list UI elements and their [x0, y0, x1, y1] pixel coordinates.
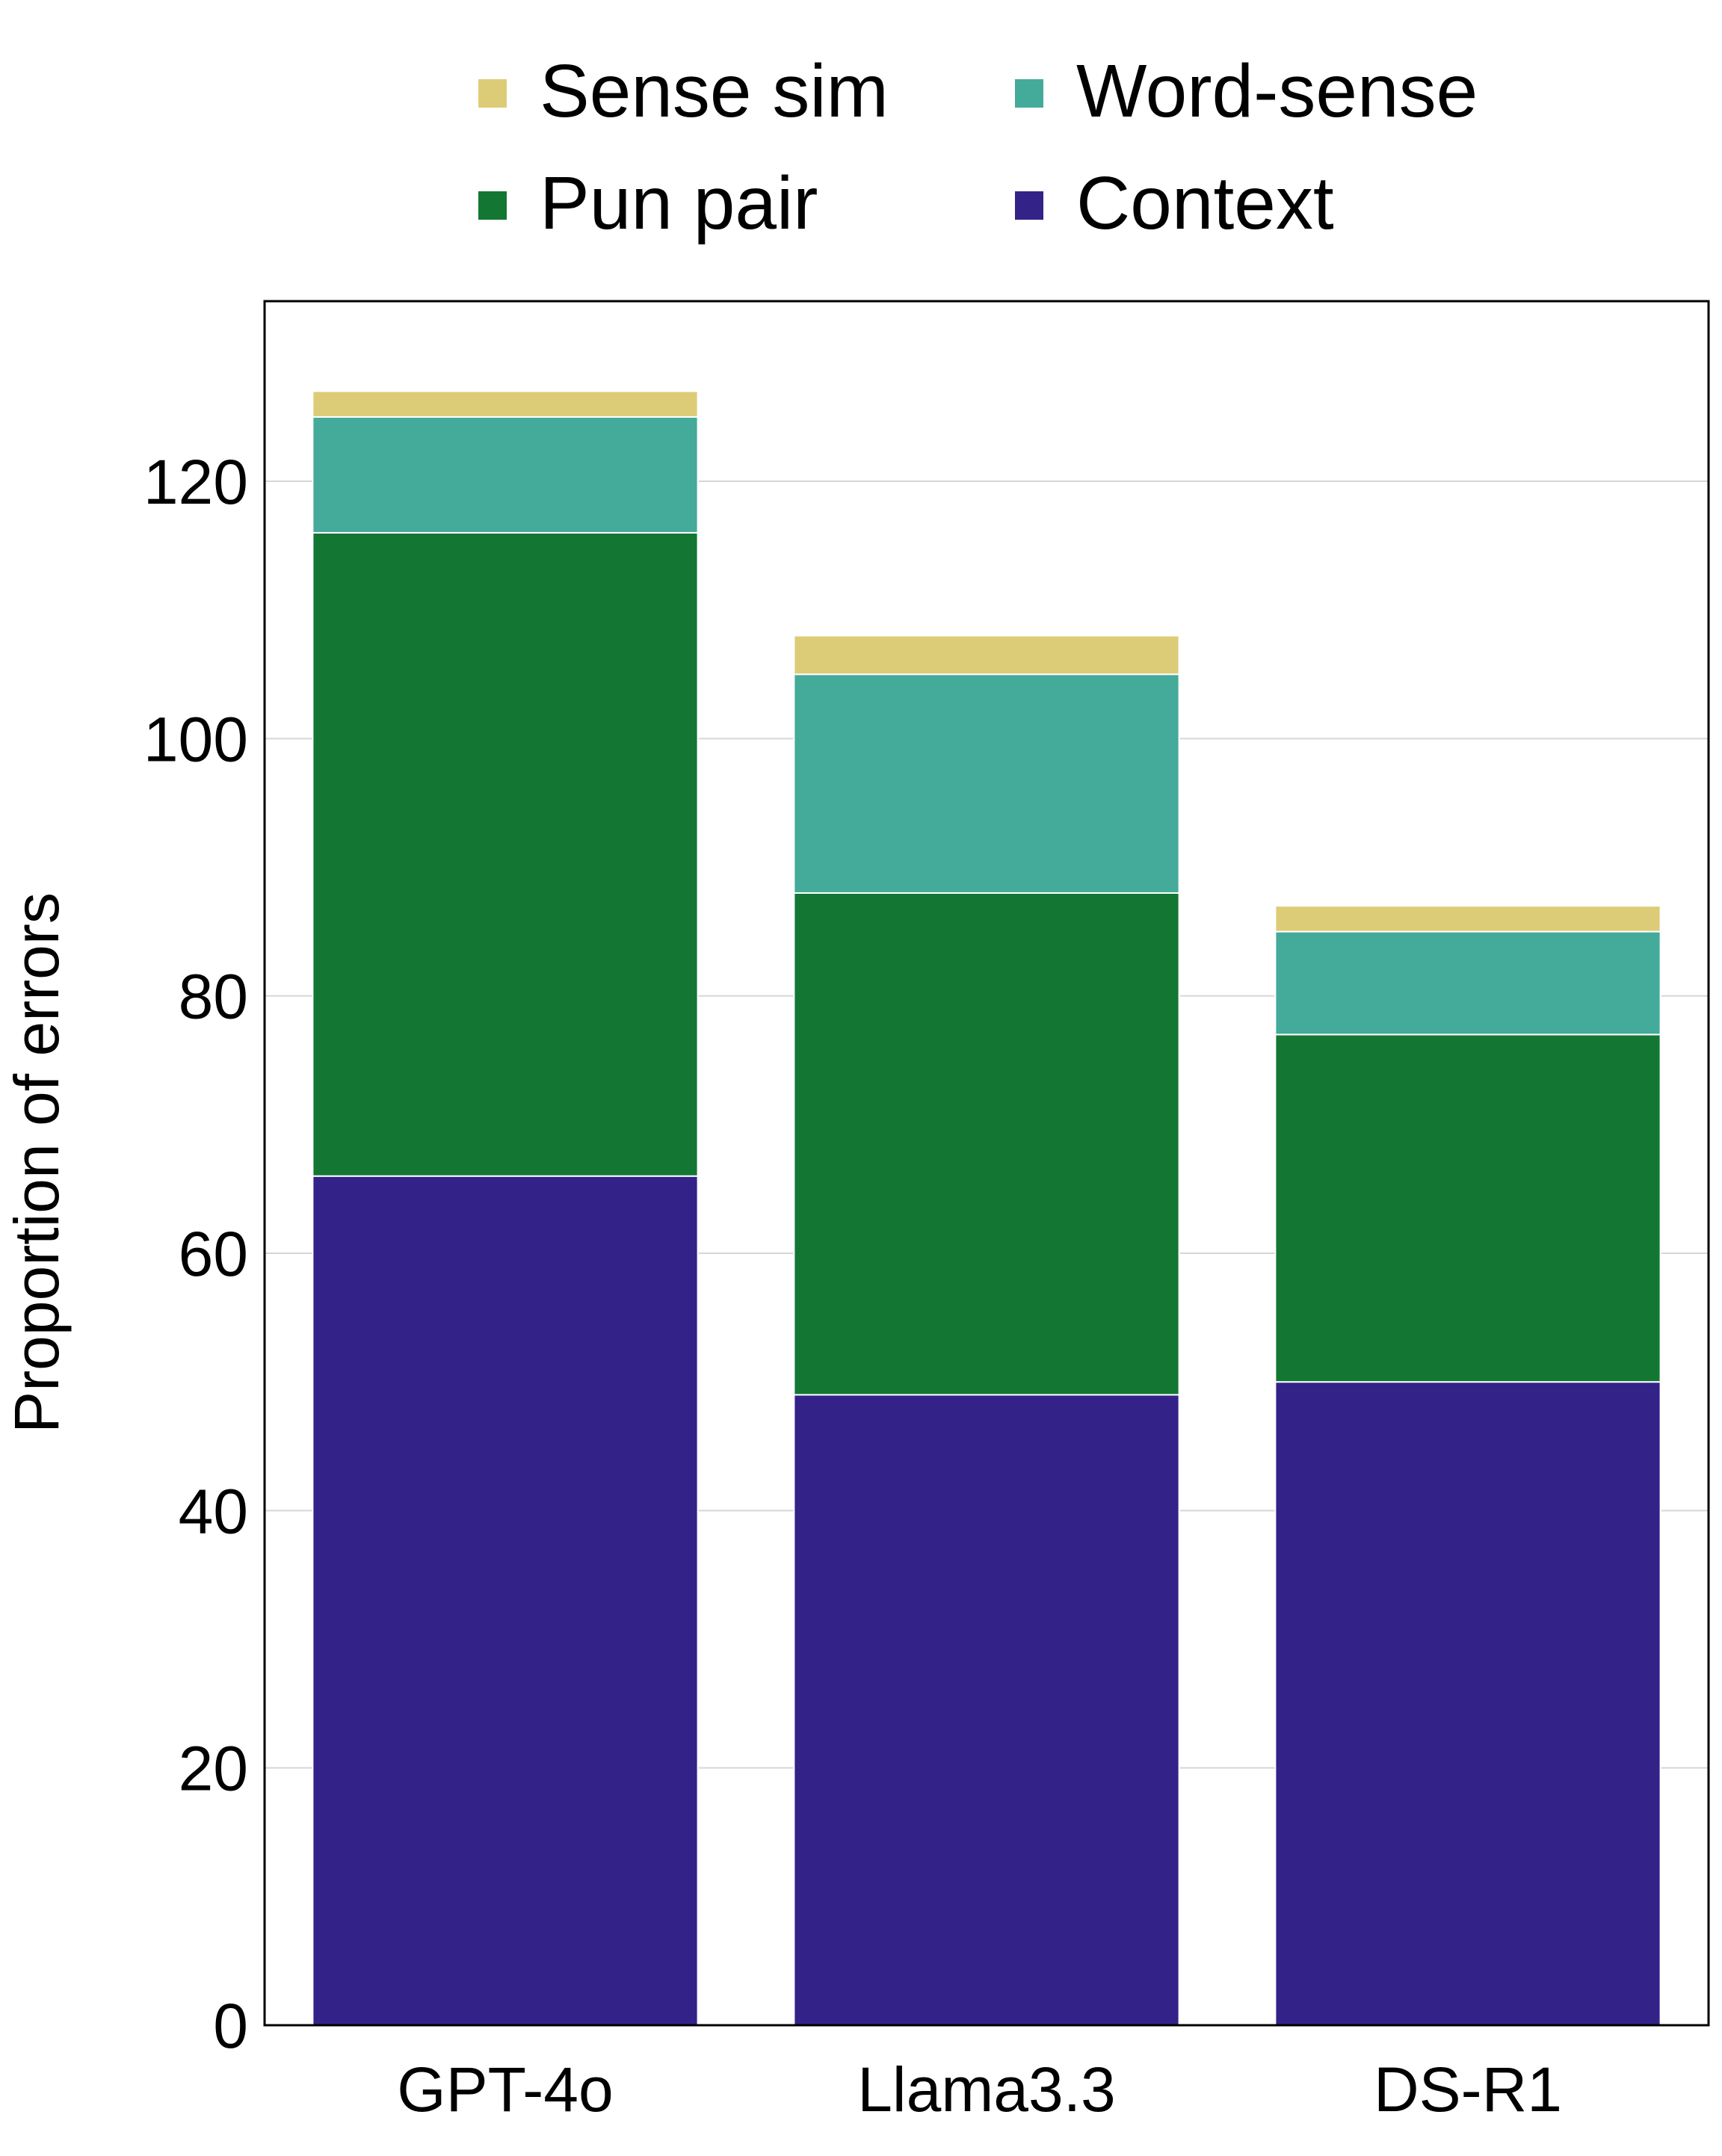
x-axis-ticks: GPT-4o Llama3.3 DS-R1	[397, 2054, 1562, 2125]
legend-swatch-context	[1015, 191, 1043, 220]
y-tick-label: 120	[144, 447, 248, 517]
legend-label-pun-pair: Pun pair	[540, 161, 818, 245]
bar-segment-ds-r1-pun-pair	[1274, 1034, 1661, 1383]
legend: Sense sim Word-sense Pun pair Context	[478, 49, 1478, 245]
legend-swatch-word-sense	[1015, 79, 1043, 108]
bar-segment-llama3-3-sense-sim	[793, 634, 1180, 676]
x-tick-label: Llama3.3	[857, 2054, 1116, 2125]
y-tick-label: 100	[144, 704, 248, 774]
bar-segment-gpt-4o-context	[312, 1175, 699, 2026]
x-tick-label: GPT-4o	[397, 2054, 613, 2125]
y-tick-label: 20	[179, 1734, 248, 1804]
bar-segment-ds-r1-sense-sim	[1274, 905, 1661, 933]
legend-swatch-sense-sim	[478, 79, 507, 108]
plot-frame	[263, 300, 1710, 2027]
y-axis-ticks: 0 20 40 60 80 100 120	[144, 447, 248, 2061]
legend-label-context: Context	[1076, 161, 1334, 245]
y-axis-label: Proportion of errors	[1, 892, 72, 1433]
bar-segment-gpt-4o-word-sense	[312, 416, 699, 534]
legend-label-word-sense: Word-sense	[1076, 49, 1478, 133]
bar-segment-llama3-3-word-sense	[793, 673, 1180, 894]
legend-swatch-pun-pair	[478, 191, 507, 220]
y-tick-label: 80	[179, 962, 248, 1032]
legend-label-sense-sim: Sense sim	[540, 49, 889, 133]
y-tick-label: 60	[179, 1219, 248, 1289]
bar-segment-ds-r1-word-sense	[1274, 930, 1661, 1036]
y-tick-label: 40	[179, 1476, 248, 1546]
y-tick-label: 0	[213, 1991, 248, 2061]
x-tick-label: DS-R1	[1374, 2054, 1562, 2125]
bar-segment-gpt-4o-pun-pair	[312, 531, 699, 1177]
bar-segment-ds-r1-context	[1274, 1381, 1661, 2026]
bars	[312, 390, 1661, 2026]
bar-segment-llama3-3-pun-pair	[793, 892, 1180, 1396]
bar-segment-gpt-4o-sense-sim	[312, 390, 699, 418]
bar-segment-llama3-3-context	[793, 1394, 1180, 2026]
